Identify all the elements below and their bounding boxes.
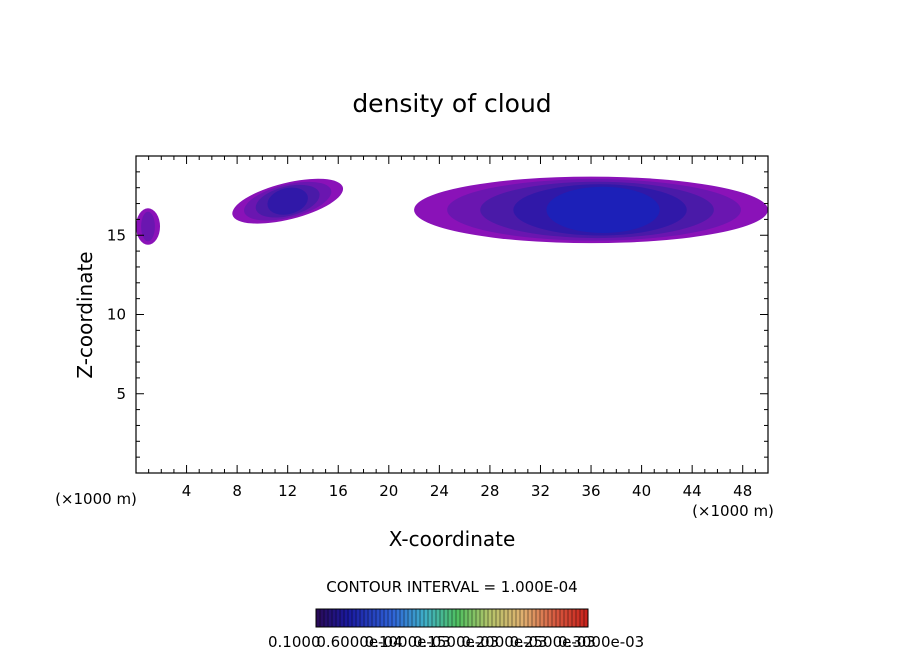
colorbar-label: 0.1500e-03	[413, 633, 499, 651]
contour-band	[141, 211, 155, 242]
contour-interval-text: CONTOUR INTERVAL = 1.000E-04	[326, 578, 577, 596]
colorbar-label: 0.3000e-03	[558, 633, 644, 651]
x-tick-label: 44	[683, 482, 702, 500]
y-axis: 5 10 15	[107, 155, 768, 474]
x-unit-right: (×1000 m)	[692, 502, 774, 520]
y-axis-label: Z-coordinate	[73, 251, 97, 378]
x-tick-label: 20	[379, 482, 398, 500]
y-tick-label: 10	[107, 306, 126, 324]
colorbar-label: 0.2000e-03	[461, 633, 547, 651]
x-tick-label: 16	[329, 482, 348, 500]
x-tick-label: 32	[531, 482, 550, 500]
x-axis-label: X-coordinate	[389, 527, 516, 551]
colorbar-stripes	[319, 609, 585, 627]
x-unit-left: (×1000 m)	[55, 490, 137, 508]
cloud-region	[232, 178, 344, 224]
colorbar-label: 0.2500e-03	[510, 633, 596, 651]
colorbar-label: 0.1000e-03	[365, 633, 451, 651]
colorbar-labels: 0.10000.6000e-040.1000e-030.1500e-030.20…	[268, 633, 644, 651]
x-tick-label: 4	[182, 482, 192, 500]
y-tick-label: 15	[107, 226, 126, 244]
contour-regions	[136, 176, 768, 245]
chart-title: density of cloud	[352, 89, 551, 118]
y-tick-label: 5	[116, 385, 126, 403]
x-tick-label: 28	[480, 482, 499, 500]
colorbar-label: 0.1000	[268, 633, 321, 651]
contour-band	[267, 187, 308, 215]
x-tick-label: 40	[632, 482, 651, 500]
x-tick-label: 24	[430, 482, 449, 500]
x-tick-label: 12	[278, 482, 297, 500]
x-tick-label: 8	[232, 482, 242, 500]
x-tick-label: 48	[733, 482, 752, 500]
cloud-region	[414, 176, 768, 244]
cloud-region	[136, 208, 161, 245]
x-axis: 4 8 12 16 20 24 28 32 36 40 44 48	[135, 156, 769, 500]
colorbar-label: 0.6000e-04	[316, 633, 402, 651]
x-tick-label: 36	[581, 482, 600, 500]
contour-band	[546, 186, 660, 233]
